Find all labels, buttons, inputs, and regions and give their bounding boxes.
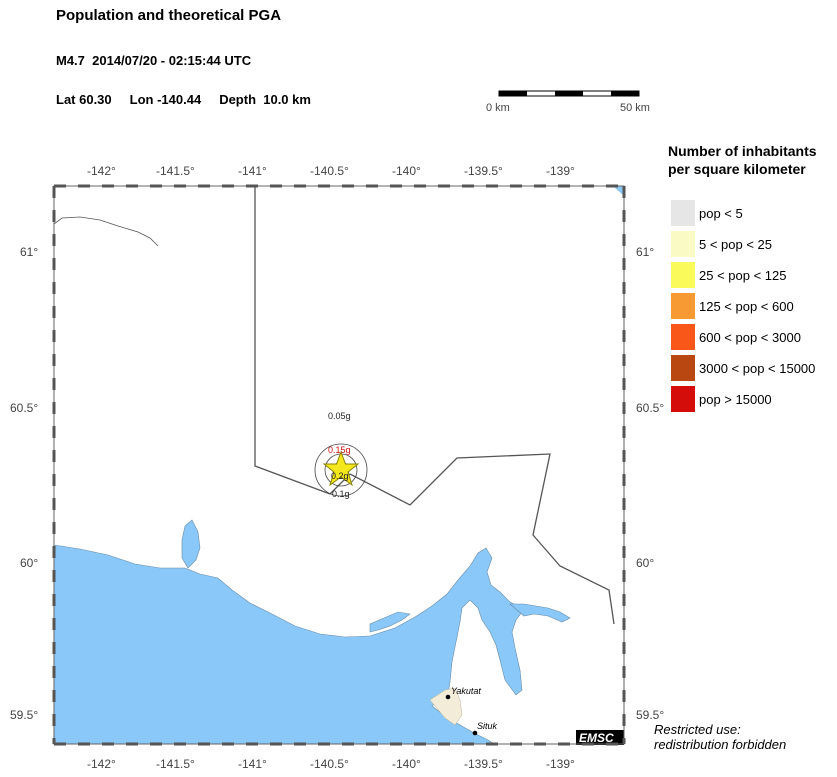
legend-swatch (671, 293, 695, 319)
bottom-lon-tick: -142° (87, 757, 116, 771)
legend-label: 600 < pop < 3000 (699, 330, 801, 345)
yakutat-marker[interactable] (445, 694, 451, 700)
bottom-lon-tick: -141° (238, 757, 267, 771)
left-lat-tick: 60° (20, 556, 38, 570)
legend-title-line2: per square kilometer (668, 161, 806, 177)
usage-notice-line2: redistribution forbidden (654, 737, 787, 752)
bottom-lon-tick: -140° (392, 757, 421, 771)
legend-item: 25 < pop < 125 (668, 262, 836, 293)
usage-notice: Restricted use: redistribution forbidden (654, 722, 786, 752)
legend-label: 25 < pop < 125 (699, 268, 787, 283)
legend-item: 5 < pop < 25 (668, 231, 836, 262)
scale-start-label: 0 km (486, 102, 510, 114)
map-frame (53, 185, 625, 745)
depth-value: Depth 10.0 km (219, 92, 311, 107)
legend-label: pop < 5 (699, 206, 743, 221)
legend-label: pop > 15000 (699, 392, 772, 407)
usage-notice-line1: Restricted use: (654, 722, 741, 737)
bay-island (369, 611, 411, 633)
legend-item: 3000 < pop < 15000 (668, 355, 836, 386)
us-canada-border (254, 186, 615, 625)
event-coordinates: Lat 60.30 Lon -140.44 Depth 10.0 km (56, 92, 329, 107)
bay-inlet (509, 603, 571, 623)
yakutat-foreland (429, 687, 463, 726)
bottom-longitude-labels: -142° -141.5° -141° -140.5° -140° -139.5… (87, 757, 575, 771)
right-lat-tick: 60° (636, 556, 654, 570)
top-lon-tick: -142° (87, 164, 116, 178)
top-lon-tick: -139° (546, 164, 575, 178)
right-latitude-labels: 61° 60.5° 60° 59.5° (636, 245, 664, 722)
north-coastline (53, 216, 159, 247)
left-lat-tick: 61° (20, 245, 38, 259)
corner-water (613, 186, 624, 196)
legend-items: pop < 5 5 < pop < 25 25 < pop < 125 125 < p… (668, 200, 836, 417)
legend-swatch (671, 324, 695, 350)
legend-swatch (671, 200, 695, 226)
top-lon-tick: -141° (238, 164, 267, 178)
latitude-value: Lat 60.30 (56, 92, 112, 107)
pga-label-middle: 0.15g (328, 445, 351, 455)
epicenter-star-icon[interactable] (322, 450, 360, 487)
pga-label-outer: 0.05g (328, 411, 351, 421)
left-latitude-labels: 61° 60.5° 60° 59.5° (10, 245, 38, 722)
left-lat-tick: 60.5° (10, 401, 38, 415)
event-info: M4.7 2014/07/20 - 02:15:44 UTC (56, 53, 252, 68)
top-lon-tick: -140.5° (310, 164, 349, 178)
top-longitude-labels: -142° -141.5° -141° -140.5° -140° -139.5… (87, 164, 575, 178)
emsc-badge (576, 730, 624, 745)
top-lon-tick: -141.5° (156, 164, 195, 178)
legend-item: 600 < pop < 3000 (668, 324, 836, 355)
legend-swatch (671, 231, 695, 257)
left-lat-tick: 59.5° (10, 708, 38, 722)
top-lon-tick: -140° (392, 164, 421, 178)
emsc-badge-label: EMSC (579, 731, 614, 745)
legend-swatch (671, 355, 695, 381)
legend-label: 5 < pop < 25 (699, 237, 773, 252)
pga-label-inner: 0.2g (331, 471, 349, 481)
population-legend: Number of inhabitants per square kilomete… (668, 142, 836, 417)
bottom-lon-tick: -139.5° (464, 757, 503, 771)
scale-bar: 0 km 50 km (484, 88, 658, 118)
legend-swatch (671, 386, 695, 412)
situk-marker[interactable] (472, 730, 478, 736)
right-lat-tick: 60.5° (636, 401, 664, 415)
legend-label: 125 < pop < 600 (699, 299, 794, 314)
legend-title: Number of inhabitants per square kilomete… (668, 142, 836, 178)
legend-label: 3000 < pop < 15000 (699, 361, 816, 376)
frame-dashes (52, 184, 626, 746)
legend-item: pop < 5 (668, 200, 836, 231)
bottom-lon-tick: -141.5° (156, 757, 195, 771)
legend-item: pop > 15000 (668, 386, 836, 417)
legend-item: 125 < pop < 600 (668, 293, 836, 324)
legend-title-line1: Number of inhabitants (668, 143, 817, 159)
town-label-situk: Situk (477, 721, 498, 731)
longitude-value: Lon -140.44 (129, 92, 202, 107)
bottom-lon-tick: -139° (546, 757, 575, 771)
scale-end-label: 50 km (620, 102, 650, 114)
right-lat-tick: 61° (636, 245, 654, 259)
legend-swatch (671, 262, 695, 288)
top-lon-tick: -139.5° (464, 164, 503, 178)
icy-bay-peninsula (181, 519, 201, 569)
pga-label-lower: 0.1g (332, 489, 350, 499)
bottom-lon-tick: -140.5° (310, 757, 349, 771)
town-label-yakutat: Yakutat (451, 686, 481, 696)
right-lat-tick: 59.5° (636, 708, 664, 722)
scale-bar-graphic (498, 90, 640, 97)
map-title: Population and theoretical PGA (56, 7, 282, 24)
